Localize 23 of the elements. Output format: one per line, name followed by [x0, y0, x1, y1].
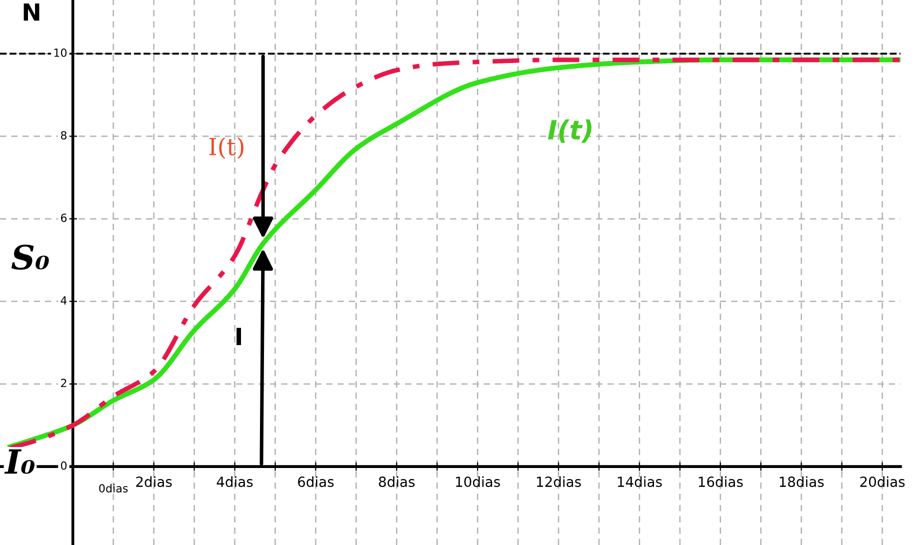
annotation: I(t)	[548, 119, 592, 143]
annotation: I	[236, 328, 241, 346]
annotation: 0dias	[99, 484, 128, 492]
x-tick-label: 18dias	[780, 476, 824, 488]
x-tick-label: 14dias	[618, 476, 662, 488]
annotation: S₀	[11, 244, 49, 270]
x-tick-label: 20dias	[860, 476, 905, 488]
y-tick-label: 8	[60, 131, 67, 140]
y-tick-label: 0	[60, 461, 67, 470]
x-tick-label: 10dias	[456, 476, 500, 488]
x-tick-label: 16dias	[698, 476, 743, 488]
y-axis-title: N	[24, 3, 40, 21]
annotation: I₀	[4, 449, 34, 474]
annotation: I(t)	[209, 137, 244, 159]
y-tick-label: 4	[60, 296, 67, 304]
y-tick-label: 6	[61, 214, 67, 222]
x-tick-label: 8dias	[378, 476, 415, 488]
x-tick-label: 6dias	[298, 476, 334, 488]
x-tick-label: 4dias	[216, 476, 253, 488]
y-tick-label: 2	[61, 378, 66, 388]
y-tick-label: 10	[54, 48, 67, 57]
x-tick-label: 2dias	[136, 476, 172, 488]
x-tick-label: 12dias	[536, 476, 581, 488]
